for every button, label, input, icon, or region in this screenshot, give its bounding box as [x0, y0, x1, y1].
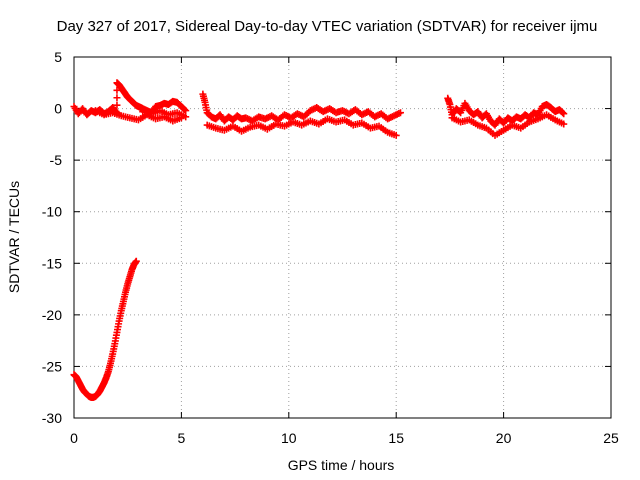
x-tick-label: 0: [70, 430, 78, 446]
y-tick-label: -20: [42, 307, 62, 323]
data-point: [182, 107, 190, 115]
axis-ticks: 0 5 10 15 20 25 -30 -25 -20 -15 -10 -5 0 5: [42, 49, 619, 446]
data-point: [181, 106, 189, 114]
x-tick-label: 15: [388, 430, 404, 446]
data-point: [560, 110, 568, 118]
y-tick-label: -15: [42, 255, 62, 271]
data-point: [559, 109, 567, 117]
data-point: [560, 120, 568, 128]
x-tick-label: 10: [281, 430, 297, 446]
data-point: [396, 109, 404, 117]
x-tick-label: 5: [178, 430, 186, 446]
y-tick-label: -25: [42, 358, 62, 374]
y-tick-label: 0: [54, 101, 62, 117]
y-tick-label: 5: [54, 49, 62, 65]
data-point: [182, 113, 190, 121]
chart-title: Day 327 of 2017, Sidereal Day-to-day VTE…: [57, 18, 598, 35]
y-axis-label: SDTVAR / TECUs: [6, 181, 22, 293]
data-points: [70, 79, 568, 401]
y-tick-label: -30: [42, 410, 62, 426]
data-point: [132, 257, 140, 265]
data-point: [113, 94, 121, 102]
y-tick-label: -5: [50, 152, 63, 168]
x-tick-label: 25: [603, 430, 619, 446]
x-axis-label: GPS time / hours: [288, 457, 395, 473]
data-point: [113, 101, 121, 109]
data-point: [392, 131, 400, 139]
plot-frame: [73, 56, 612, 419]
y-tick-label: -10: [42, 204, 62, 220]
x-tick-label: 20: [496, 430, 512, 446]
